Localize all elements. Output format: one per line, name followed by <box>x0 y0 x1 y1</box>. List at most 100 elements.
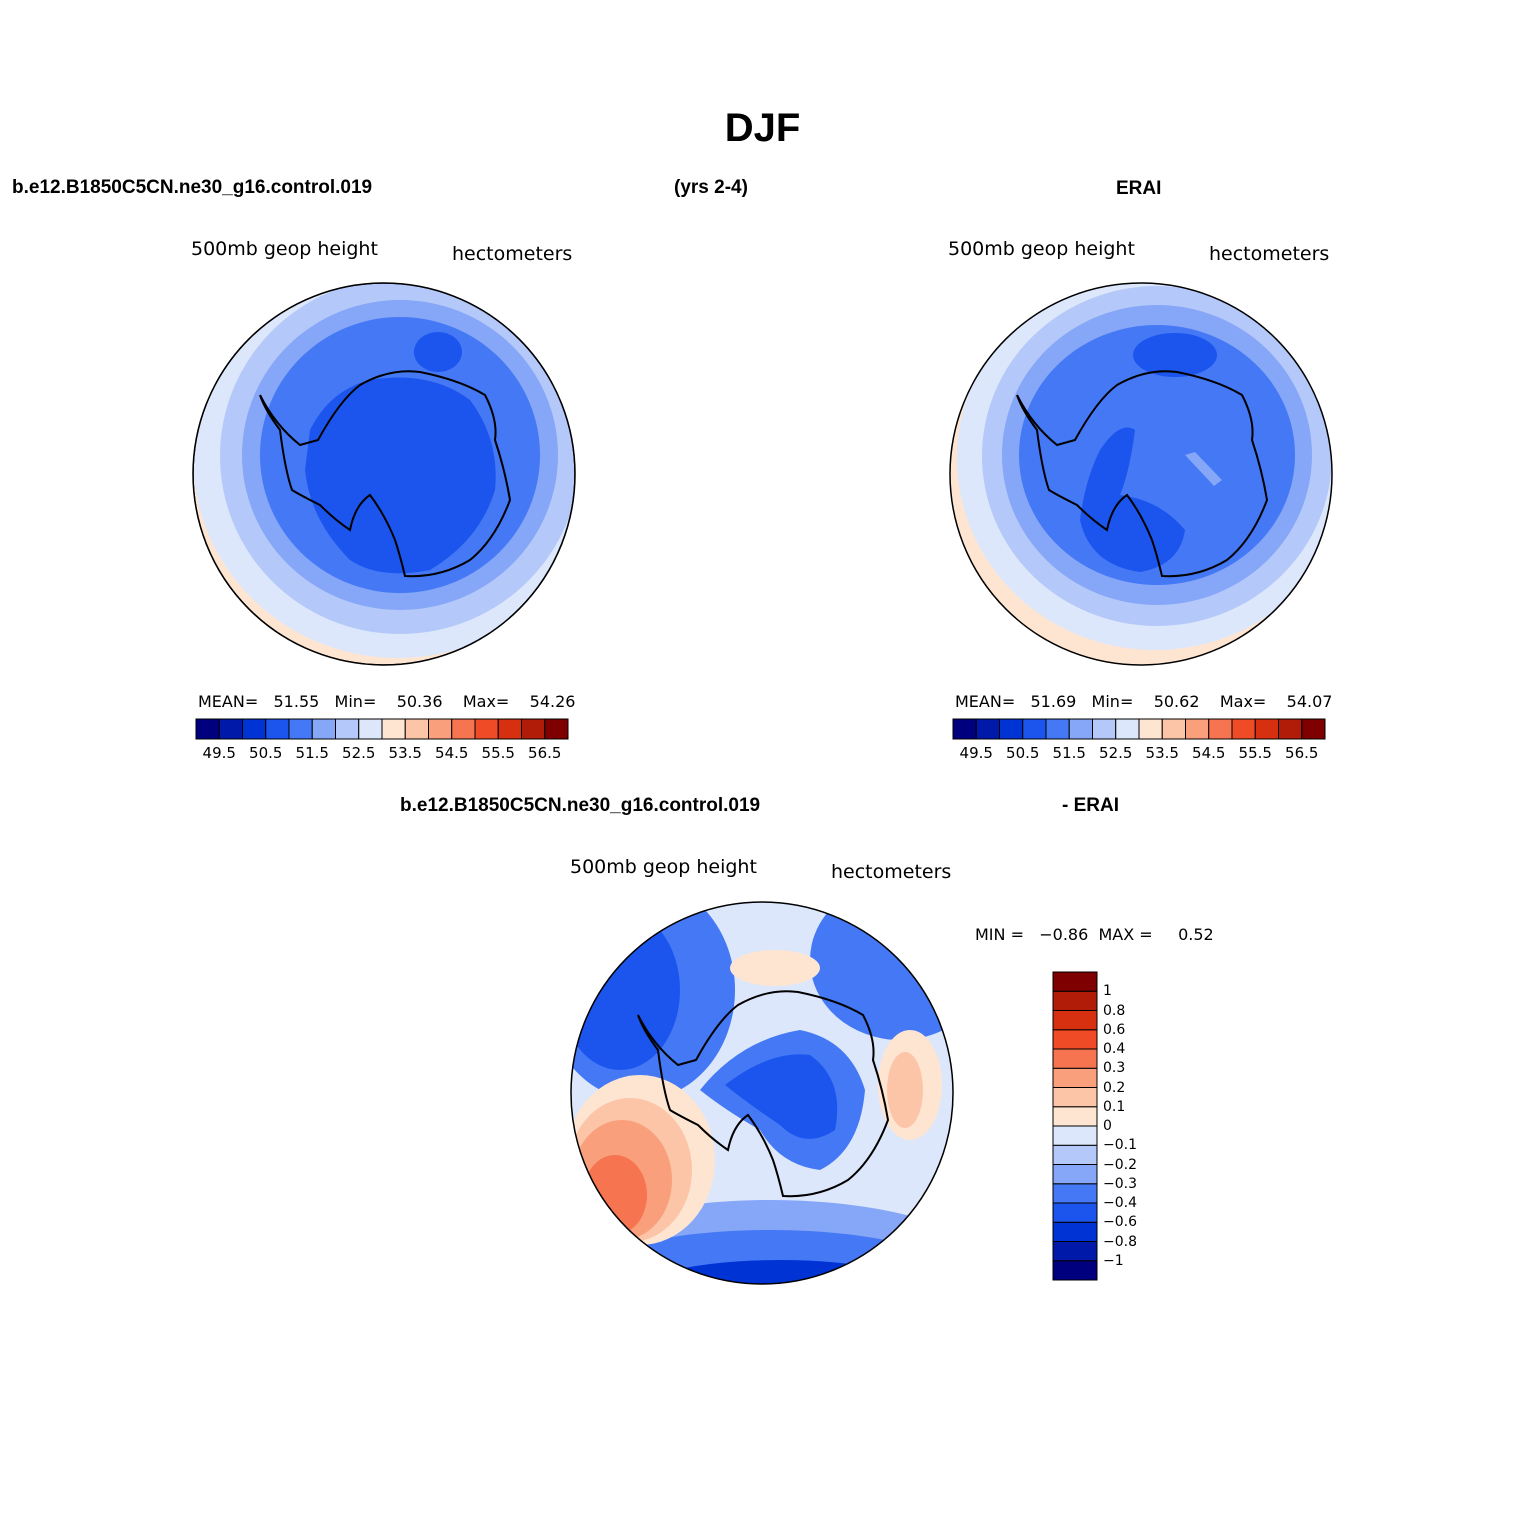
diff-colorbar-swatch <box>1052 1183 1098 1204</box>
diff-colorbar-swatch <box>1052 1202 1098 1223</box>
obs-colorbar-swatch <box>1022 718 1047 740</box>
diff-colorbar-swatch <box>1052 1241 1098 1262</box>
diff-stats: MIN = −0.86 MAX = 0.52 <box>975 925 1214 944</box>
diff-colorbar-tick-label: 0.1 <box>1103 1098 1126 1115</box>
model-colorbar-tick-label: 51.5 <box>295 744 329 762</box>
obs-units-label: hectometers <box>1209 243 1330 265</box>
obs-variable-label: 500mb geop height <box>948 238 1135 260</box>
model-colorbar-tick-label: 49.5 <box>202 744 236 762</box>
model-colorbar-tick-label: 50.5 <box>249 744 283 762</box>
diff-colorbar-swatch <box>1052 1221 1098 1242</box>
diff-colorbar-tick-label: −0.2 <box>1103 1156 1137 1173</box>
obs-colorbar-swatch <box>1278 718 1303 740</box>
diff-colorbar-tick-label: −0.6 <box>1103 1214 1137 1231</box>
diff-colorbar-swatch <box>1052 1164 1098 1185</box>
diff-variable-label: 500mb geop height <box>570 856 757 878</box>
obs-colorbar-swatch <box>952 718 977 740</box>
obs-colorbar-swatch <box>1301 718 1326 740</box>
obs-colorbar-tick-label: 55.5 <box>1238 744 1272 762</box>
diff-colorbar-swatch <box>1052 990 1098 1011</box>
obs-colorbar-swatch <box>999 718 1024 740</box>
obs-colorbar-tick-label: 53.5 <box>1145 744 1179 762</box>
model-colorbar-swatch <box>474 718 499 740</box>
model-colorbar-swatch <box>451 718 476 740</box>
diff-obs-name-label: - ERAI <box>1062 795 1119 816</box>
obs-colorbar-tick-label: 54.5 <box>1192 744 1226 762</box>
model-colorbar-swatch <box>195 718 220 740</box>
model-colorbar-swatch <box>358 718 383 740</box>
model-colorbar-swatch <box>381 718 406 740</box>
obs-colorbar-swatch <box>1092 718 1117 740</box>
model-colorbar <box>195 718 569 740</box>
obs-colorbar-swatch <box>1115 718 1140 740</box>
model-colorbar-tick-label: 54.5 <box>435 744 469 762</box>
model-colorbar-swatch <box>242 718 267 740</box>
obs-name-label: ERAI <box>1116 178 1162 199</box>
obs-colorbar-swatch <box>975 718 1000 740</box>
diff-colorbar-tick-label: 0 <box>1103 1118 1112 1134</box>
diff-colorbar-tick-label: 0.8 <box>1103 1002 1126 1019</box>
diff-colorbar <box>1052 971 1098 1281</box>
diff-colorbar-tick-label: −0.4 <box>1103 1195 1137 1211</box>
obs-colorbar-swatch <box>1138 718 1163 740</box>
diff-colorbar-tick-label: 1 <box>1103 983 1112 1000</box>
obs-colorbar-tick-label: 50.5 <box>1006 744 1040 762</box>
diff-colorbar-tick-label: 0.2 <box>1103 1079 1126 1096</box>
obs-stats: MEAN= 51.69 Min= 50.62 Max= 54.07 <box>955 692 1333 711</box>
diff-colorbar-tick-label: −0.3 <box>1103 1175 1137 1192</box>
diff-case-name-label: b.e12.B1850C5CN.ne30_g16.control.019 <box>400 795 761 816</box>
model-colorbar-swatch <box>335 718 360 740</box>
diff-colorbar-swatch <box>1052 1067 1098 1088</box>
obs-colorbar-swatch <box>1231 718 1256 740</box>
diff-colorbar-tick-label: 0.3 <box>1103 1060 1126 1077</box>
obs-colorbar-swatch <box>1185 718 1210 740</box>
diff-colorbar-swatch <box>1052 1125 1098 1146</box>
obs-colorbar-tick-label: 49.5 <box>959 744 993 762</box>
obs-colorbar-swatch <box>1161 718 1186 740</box>
years-label: (yrs 2-4) <box>674 177 748 198</box>
diff-colorbar-swatch <box>1052 1260 1098 1281</box>
obs-colorbar <box>952 718 1326 740</box>
model-colorbar-swatch <box>544 718 569 740</box>
model-colorbar-tick-label: 55.5 <box>481 744 515 762</box>
obs-colorbar-tick-label: 51.5 <box>1052 744 1086 762</box>
obs-colorbar-swatch <box>1068 718 1093 740</box>
model-units-label: hectometers <box>452 243 573 265</box>
model-colorbar-swatch <box>265 718 290 740</box>
model-colorbar-swatch <box>288 718 313 740</box>
model-colorbar-swatch <box>404 718 429 740</box>
figure-title: DJF <box>724 106 801 150</box>
diff-colorbar-tick-label: 0.4 <box>1103 1041 1126 1057</box>
diff-colorbar-swatch <box>1052 971 1098 992</box>
diff-colorbar-tick-label: −1 <box>1103 1252 1124 1269</box>
case-name-label: b.e12.B1850C5CN.ne30_g16.control.019 <box>12 177 373 198</box>
obs-colorbar-tick-label: 52.5 <box>1099 744 1133 762</box>
diff-colorbar-tick-label: −0.8 <box>1103 1233 1137 1250</box>
model-colorbar-tick-label: 52.5 <box>342 744 376 762</box>
diff-colorbar-tick-label: 0.6 <box>1103 1021 1126 1038</box>
diff-colorbar-swatch <box>1052 1010 1098 1031</box>
model-colorbar-swatch <box>311 718 336 740</box>
model-colorbar-tick-label: 56.5 <box>528 744 562 762</box>
model-colorbar-tick-label: 53.5 <box>388 744 422 762</box>
model-colorbar-swatch <box>497 718 522 740</box>
diff-colorbar-swatch <box>1052 1048 1098 1069</box>
obs-colorbar-swatch <box>1045 718 1070 740</box>
diff-colorbar-swatch <box>1052 1106 1098 1127</box>
model-stats: MEAN= 51.55 Min= 50.36 Max= 54.26 <box>198 692 576 711</box>
model-colorbar-swatch <box>521 718 546 740</box>
obs-colorbar-swatch <box>1254 718 1279 740</box>
obs-colorbar-swatch <box>1208 718 1233 740</box>
diff-colorbar-tick-label: −0.1 <box>1103 1137 1137 1154</box>
diff-colorbar-swatch <box>1052 1029 1098 1050</box>
model-variable-label: 500mb geop height <box>191 238 378 260</box>
model-colorbar-swatch <box>218 718 243 740</box>
diff-units-label: hectometers <box>831 861 952 883</box>
diff-colorbar-swatch <box>1052 1144 1098 1165</box>
diff-colorbar-swatch <box>1052 1087 1098 1108</box>
obs-colorbar-tick-label: 56.5 <box>1285 744 1319 762</box>
model-colorbar-swatch <box>428 718 453 740</box>
